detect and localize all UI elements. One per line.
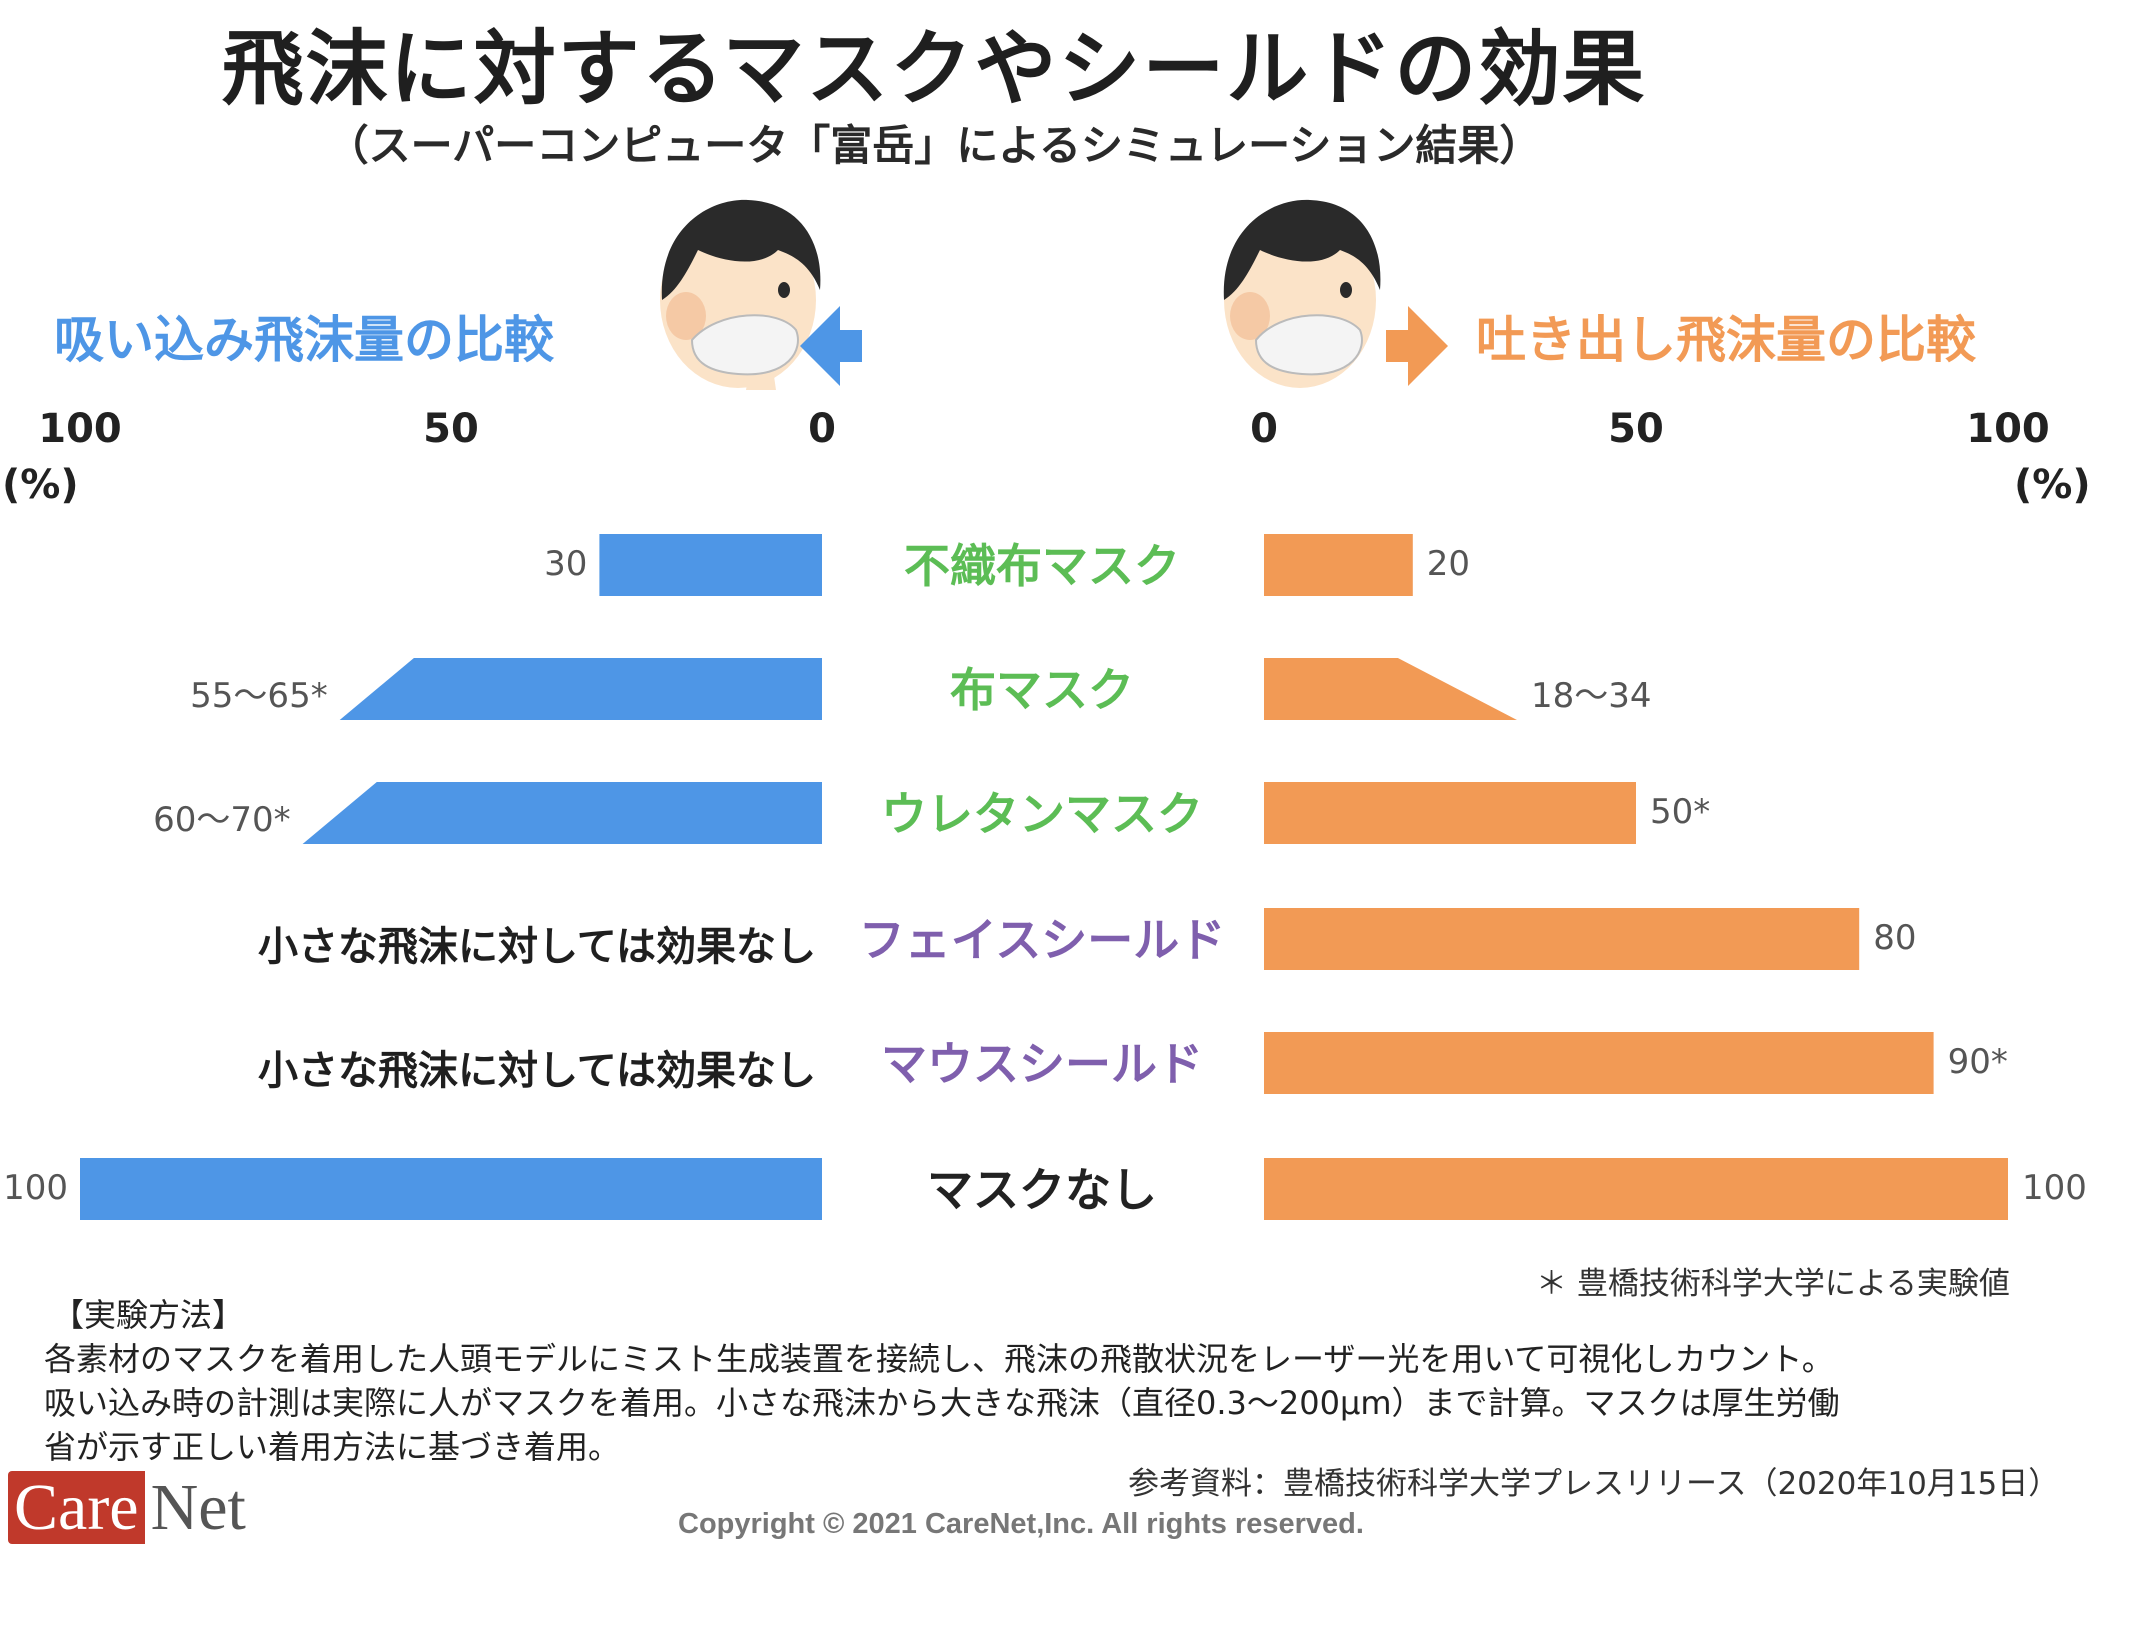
- exhale-bar: [1264, 908, 1860, 970]
- carenet-logo: Care Net: [8, 1470, 246, 1546]
- exhale-bar-label: 100: [2022, 1168, 2087, 1208]
- category-label: 不織布マスク: [904, 539, 1180, 593]
- category-label: マウスシールド: [881, 1037, 1203, 1091]
- right-tick-50: 50: [1608, 406, 1664, 452]
- person-mask-inhale-icon: [660, 199, 821, 390]
- no-effect-note: 小さな飛沫に対しては効果なし: [258, 924, 816, 970]
- category-label: フェイスシールド: [858, 913, 1226, 967]
- exhale-panel-label: 吐き出し飛沫量の比較: [1476, 311, 1976, 369]
- inhale-bar: [339, 658, 822, 720]
- reference: 参考資料：豊橋技術科学大学プレスリリース（2020年10月15日）: [1128, 1466, 2060, 1502]
- method-line-1: 各素材のマスクを着用した人頭モデルにミスト生成装置を接続し、飛沫の飛散状況をレー…: [44, 1340, 1834, 1378]
- copyright: Copyright © 2021 CareNet,Inc. All rights…: [678, 1508, 1364, 1540]
- category-label: 布マスク: [950, 663, 1134, 717]
- exhale-bar: [1264, 1158, 2008, 1220]
- person-mask-exhale-icon: [1223, 199, 1381, 388]
- left-tick-50: 50: [423, 406, 479, 452]
- right-unit: (%): [2014, 462, 2091, 508]
- right-tick-100: 100: [1966, 406, 2050, 452]
- exhale-bar: [1264, 534, 1413, 596]
- exhale-bar-label: 80: [1873, 918, 1917, 958]
- method-line-2: 吸い込み時の計測は実際に人がマスクを着用。小さな飛沫から大きな飛沫（直径0.3〜…: [44, 1384, 1840, 1422]
- exhale-bar-label: 20: [1426, 544, 1471, 584]
- left-tick-100: 100: [38, 406, 122, 452]
- inhale-bar: [80, 1158, 822, 1220]
- inhale-bar: [599, 534, 822, 596]
- inhale-bar-label: 100: [3, 1168, 68, 1208]
- arrow-right-icon: [1386, 306, 1448, 386]
- inhale-bar-label: 30: [544, 544, 588, 584]
- category-label: ウレタンマスク: [881, 787, 1203, 841]
- footnote: ＊ 豊橋技術科学大学による実験値: [1536, 1266, 2010, 1302]
- exhale-bar: [1264, 782, 1636, 844]
- page-subtitle: （スーパーコンピュータ「富岳」によるシミュレーション結果）: [326, 121, 1542, 170]
- category-label: マスクなし: [927, 1163, 1157, 1217]
- exhale-bar-label: 18〜34: [1530, 676, 1652, 716]
- method-title: 【実験方法】: [52, 1296, 245, 1334]
- left-tick-0: 0: [808, 406, 836, 452]
- arrow-left-icon: [800, 306, 862, 386]
- method-line-3: 省が示す正しい着用方法に基づき着用。: [44, 1428, 621, 1466]
- page-title: 飛沫に対するマスクやシールドの効果: [221, 22, 1647, 117]
- inhale-panel-label: 吸い込み飛沫量の比較: [54, 311, 554, 369]
- exhale-bar: [1264, 1032, 1934, 1094]
- exhale-bar-label: 90*: [1947, 1042, 2008, 1082]
- exhale-bar: [1264, 658, 1517, 720]
- inhale-bar: [302, 782, 823, 844]
- no-effect-note: 小さな飛沫に対しては効果なし: [258, 1048, 816, 1094]
- inhale-bar-label: 60〜70*: [153, 800, 291, 840]
- right-tick-0: 0: [1250, 406, 1278, 452]
- left-unit: (%): [2, 462, 79, 508]
- exhale-bar-label: 50*: [1650, 792, 1711, 832]
- inhale-bar-label: 55〜65*: [190, 676, 328, 716]
